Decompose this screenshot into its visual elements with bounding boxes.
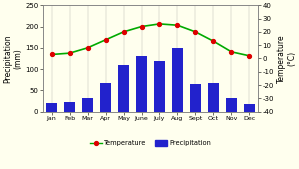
- Legend: Temperature, Precipitation: Temperature, Precipitation: [87, 137, 214, 149]
- Bar: [208, 83, 219, 112]
- Bar: [118, 65, 129, 112]
- Bar: [82, 98, 93, 112]
- Bar: [172, 48, 183, 112]
- Bar: [64, 102, 75, 112]
- Y-axis label: Temperature
(°C): Temperature (°C): [277, 34, 296, 83]
- Y-axis label: Precipitation
(mm): Precipitation (mm): [3, 34, 22, 83]
- Bar: [244, 104, 255, 112]
- Bar: [136, 56, 147, 112]
- Bar: [100, 83, 112, 112]
- Bar: [225, 98, 237, 112]
- Bar: [154, 61, 165, 112]
- Bar: [190, 84, 201, 112]
- Bar: [46, 103, 57, 112]
